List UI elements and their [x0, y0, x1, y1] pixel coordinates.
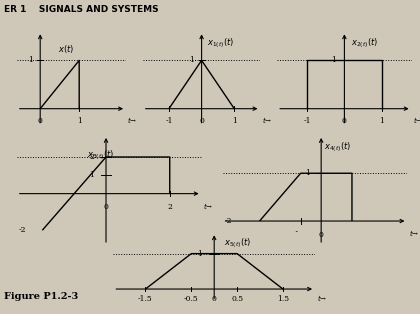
Text: Figure P1.2-3: Figure P1.2-3: [4, 292, 79, 301]
Text: $x_{3(t)}(t)$: $x_{3(t)}(t)$: [87, 148, 114, 162]
Text: 0: 0: [319, 231, 323, 239]
Text: -2: -2: [18, 226, 26, 234]
Text: $t$→: $t$→: [317, 293, 327, 303]
Text: -2: -2: [224, 217, 232, 225]
Text: 1: 1: [232, 117, 237, 125]
Text: $x(t)$: $x(t)$: [58, 43, 75, 55]
Text: $x_{5(t)}(t)$: $x_{5(t)}(t)$: [224, 236, 252, 250]
Text: $x_{1(t)}(t)$: $x_{1(t)}(t)$: [207, 36, 235, 50]
Text: 1: 1: [29, 57, 33, 64]
Text: 1: 1: [305, 169, 310, 177]
Text: 2: 2: [167, 203, 172, 211]
Text: 0: 0: [342, 117, 347, 125]
Text: $x_{2(t)}(t)$: $x_{2(t)}(t)$: [351, 36, 378, 50]
Text: 1: 1: [189, 57, 194, 64]
Text: ER 1    SIGNALS AND SYSTEMS: ER 1 SIGNALS AND SYSTEMS: [4, 5, 159, 14]
Text: -1/3: -1/3: [293, 231, 308, 239]
Text: -0.5: -0.5: [184, 295, 199, 303]
Text: 0.5: 0.5: [231, 295, 243, 303]
Text: 0: 0: [104, 203, 108, 211]
Text: 0: 0: [212, 295, 217, 303]
Text: $t$→: $t$→: [413, 115, 420, 125]
Text: 0: 0: [199, 117, 204, 125]
Text: -1: -1: [165, 117, 173, 125]
Text: 2: 2: [89, 153, 94, 161]
Text: 1: 1: [197, 250, 202, 257]
Text: -1.5: -1.5: [138, 295, 153, 303]
Text: $t$→: $t$→: [203, 201, 214, 210]
Text: 1: 1: [331, 57, 336, 64]
Text: $t$→: $t$→: [409, 228, 420, 238]
Text: $t$→: $t$→: [127, 115, 137, 125]
Text: 1: 1: [89, 171, 94, 179]
Text: $x_{4(t)}(t)$: $x_{4(t)}(t)$: [324, 141, 352, 154]
Text: -1: -1: [303, 117, 311, 125]
Text: 0: 0: [38, 117, 43, 125]
Text: 1.5: 1.5: [277, 295, 289, 303]
Text: 1: 1: [77, 117, 81, 125]
Text: 1: 1: [379, 117, 384, 125]
Text: $t$→: $t$→: [262, 115, 272, 125]
